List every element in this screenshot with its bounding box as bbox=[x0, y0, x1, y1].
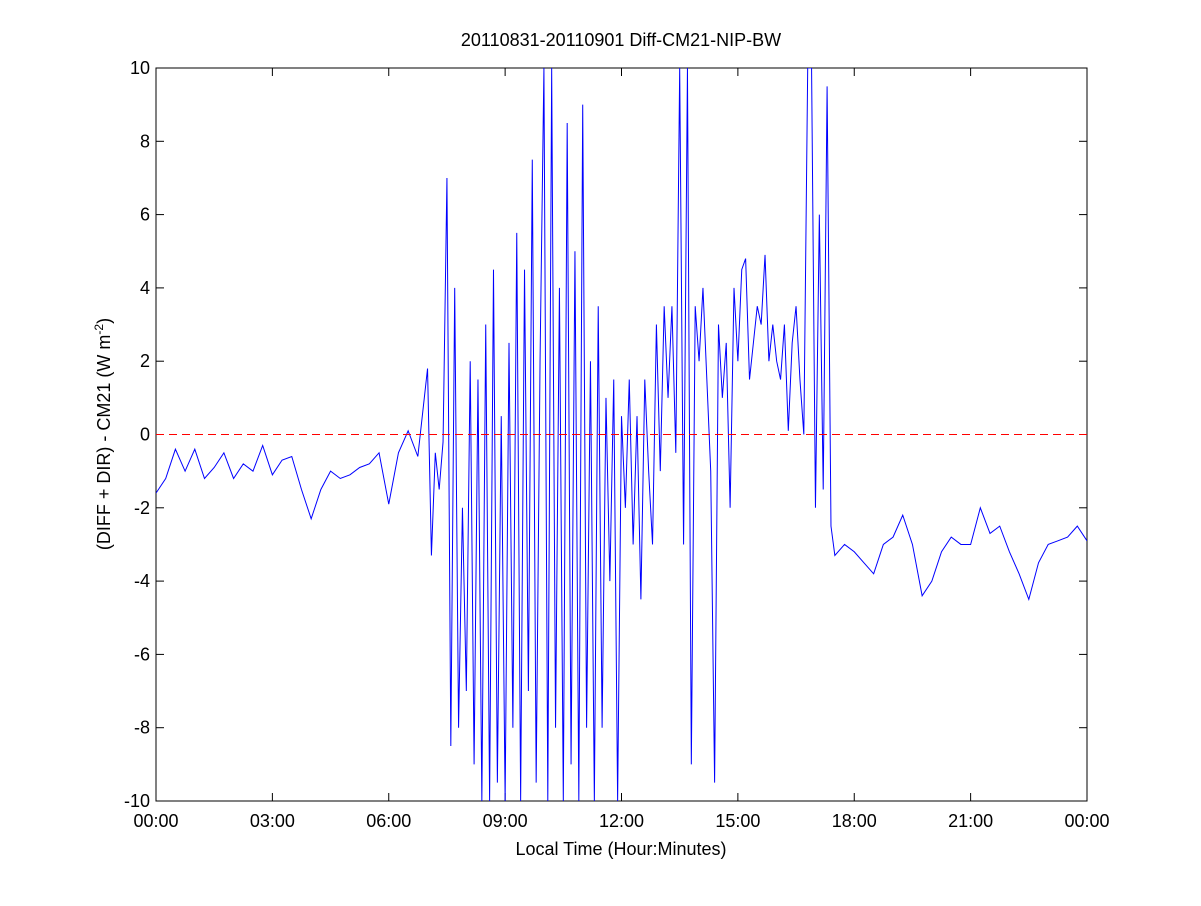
data-line bbox=[156, 68, 1087, 801]
x-tick-label: 12:00 bbox=[599, 811, 644, 831]
y-tick-label: 0 bbox=[140, 425, 150, 445]
y-tick-label: -8 bbox=[134, 718, 150, 738]
x-axis-label: Local Time (Hour:Minutes) bbox=[515, 839, 726, 859]
x-tick-label: 06:00 bbox=[366, 811, 411, 831]
y-tick-label: 6 bbox=[140, 205, 150, 225]
x-tick-label: 21:00 bbox=[948, 811, 993, 831]
chart-title: 20110831-20110901 Diff-CM21-NIP-BW bbox=[461, 30, 781, 50]
x-tick-label: 09:00 bbox=[483, 811, 528, 831]
x-tick-label: 03:00 bbox=[250, 811, 295, 831]
y-tick-label: -4 bbox=[134, 571, 150, 591]
y-tick-label: -2 bbox=[134, 498, 150, 518]
x-tick-label: 18:00 bbox=[832, 811, 877, 831]
y-axis-label: (DIFF + DIR) - CM21 (W m-2) bbox=[92, 318, 114, 550]
y-tick-label: 10 bbox=[130, 58, 150, 78]
plot-content bbox=[156, 68, 1087, 801]
y-tick-label: 2 bbox=[140, 351, 150, 371]
x-tick-label: 00:00 bbox=[133, 811, 178, 831]
y-tick-label: 8 bbox=[140, 131, 150, 151]
y-axis-label-main: (DIFF + DIR) - CM21 (W m bbox=[94, 335, 114, 550]
x-tick-label: 15:00 bbox=[715, 811, 760, 831]
x-tick-label: 00:00 bbox=[1064, 811, 1109, 831]
y-tick-label: -10 bbox=[124, 791, 150, 811]
y-tick-label: -6 bbox=[134, 644, 150, 664]
y-tick-label: 4 bbox=[140, 278, 150, 298]
y-axis-label-end: ) bbox=[94, 318, 114, 324]
y-axis-label-sup: -2 bbox=[92, 324, 106, 335]
